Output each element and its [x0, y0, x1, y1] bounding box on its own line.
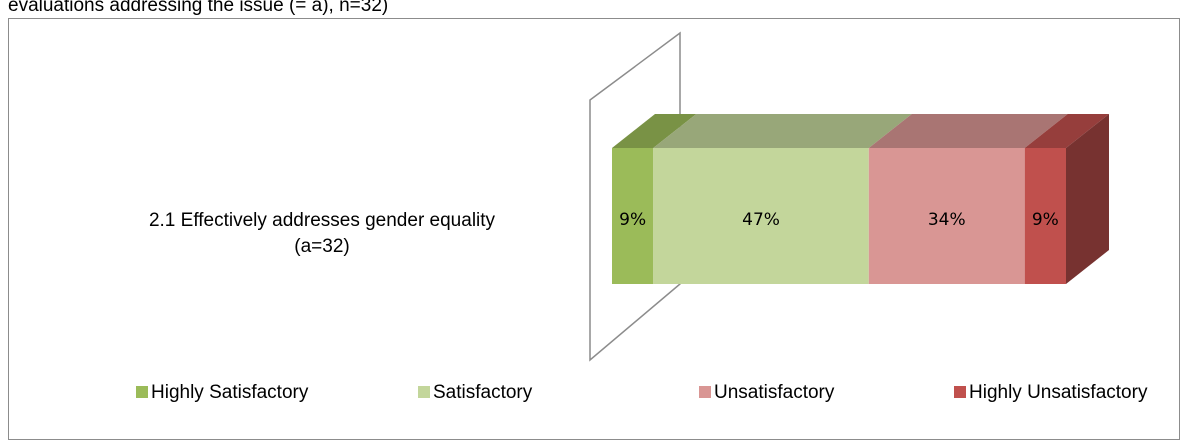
- bar-top: [653, 114, 912, 148]
- legend-swatch: [954, 386, 966, 398]
- data-label: 9%: [619, 210, 646, 230]
- legend-swatch: [136, 386, 148, 398]
- legend-label: Unsatisfactory: [714, 382, 835, 403]
- bar: [612, 148, 654, 284]
- bar: [653, 148, 869, 284]
- bar-top: [1024, 114, 1109, 148]
- bar: [868, 148, 1025, 284]
- bar-top: [868, 114, 1068, 148]
- legend-label: Highly Satisfactory: [151, 382, 309, 403]
- data-label: 47%: [742, 210, 780, 230]
- legend-swatch: [699, 386, 711, 398]
- legend-swatch: [418, 386, 430, 398]
- bar-side: [1066, 114, 1109, 284]
- bar-top: [612, 114, 697, 148]
- bars: [612, 114, 1109, 284]
- category-label: 2.1 Effectively addresses gender equalit…: [148, 210, 496, 257]
- data-label: 9%: [1032, 210, 1059, 230]
- legend-label: Satisfactory: [433, 382, 533, 403]
- data-label: 34%: [928, 210, 966, 230]
- bar: [1024, 148, 1066, 284]
- legend-label: Highly Unsatisfactory: [969, 382, 1148, 403]
- chart-title: evaluations addressing the issue (= a), …: [8, 0, 388, 16]
